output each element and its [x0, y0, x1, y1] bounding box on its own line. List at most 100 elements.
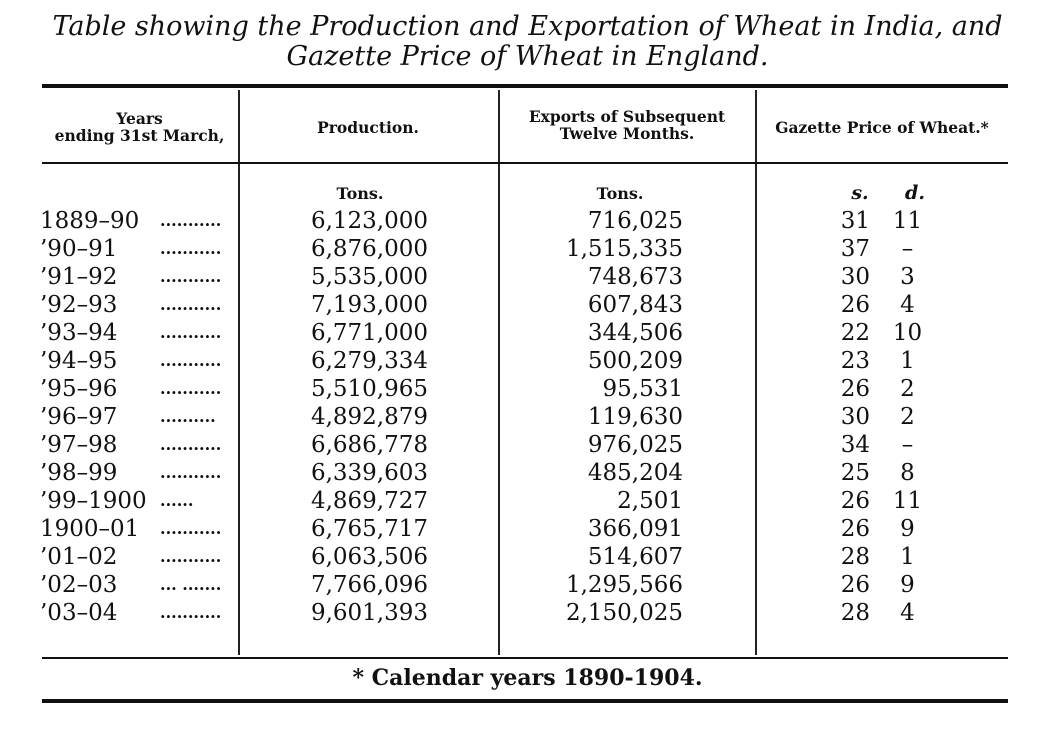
- price-pence-cell: 1: [900, 544, 915, 570]
- top-thick-rule: [42, 84, 1008, 88]
- price-pence-cell: 10: [892, 320, 923, 346]
- production-cell: 6,765,717: [310, 516, 428, 542]
- column-divider-2: [498, 90, 500, 655]
- table-row: ’95–96........... 5,510,965 95,531 26 2: [0, 375, 1055, 403]
- table-body: 1889–90........... 6,123,000 716,025 31 11’9…: [0, 207, 1055, 627]
- leader-dots: ......: [160, 491, 194, 510]
- header-exports-line-1: Exports of Subsequent: [528, 107, 726, 126]
- bottom-thick-rule: [42, 699, 1008, 703]
- leader-dots: ...........: [160, 379, 222, 398]
- exports-cell: 119,630: [587, 404, 683, 430]
- header-rule: [42, 162, 1008, 164]
- price-shillings-cell: 31: [840, 208, 870, 234]
- table-row: ’97–98........... 6,686,778 976,025 34 –: [0, 431, 1055, 459]
- bottom-rule: [42, 657, 1008, 659]
- table-row: ’96–97.......... 4,892,879 119,630 30 2: [0, 403, 1055, 431]
- price-pence-cell: 8: [900, 460, 915, 486]
- unit-production: Tons.: [336, 184, 384, 203]
- price-pence-cell: 11: [892, 488, 923, 514]
- table-row: ’94–95........... 6,279,334 500,209 23 1: [0, 347, 1055, 375]
- year-cell: ’93–94: [40, 320, 118, 346]
- unit-pence: d.: [905, 182, 925, 204]
- table-row: ’98–99........... 6,339,603 485,204 25 8: [0, 459, 1055, 487]
- price-pence-cell: 4: [900, 292, 915, 318]
- footnote: * Calendar years 1890-1904.: [352, 665, 703, 691]
- header-production: Production.: [317, 118, 419, 137]
- price-pence-cell: 4: [900, 600, 915, 626]
- price-shillings-cell: 30: [840, 404, 870, 430]
- exports-cell: 366,091: [587, 516, 683, 542]
- price-pence-cell: 9: [900, 572, 915, 598]
- leader-dots: ...........: [160, 603, 222, 622]
- leader-dots: ...........: [160, 323, 222, 342]
- price-shillings-cell: 26: [840, 516, 870, 542]
- year-cell: ’01–02: [40, 544, 118, 570]
- exports-cell: 1,515,335: [565, 236, 683, 262]
- unit-exports: Tons.: [596, 184, 644, 203]
- leader-dots: ...........: [160, 295, 222, 314]
- table-row: 1900–01........... 6,765,717 366,091 26 9: [0, 515, 1055, 543]
- year-cell: ’03–04: [40, 600, 118, 626]
- production-cell: 6,771,000: [310, 320, 428, 346]
- year-cell: ’98–99: [40, 460, 118, 486]
- header-exports: Exports of Subsequent Twelve Months.: [500, 108, 754, 142]
- header-years-line-2: ending 31st March,: [54, 126, 225, 145]
- production-cell: 7,766,096: [310, 572, 428, 598]
- leader-dots: ...........: [160, 463, 222, 482]
- production-cell: 6,123,000: [310, 208, 428, 234]
- price-shillings-cell: 37: [840, 236, 870, 262]
- price-shillings-cell: 30: [840, 264, 870, 290]
- table-row: ’90–91........... 6,876,000 1,515,335 37 –: [0, 235, 1055, 263]
- table-title-line-1: Table showing the Production and Exporta…: [52, 11, 1003, 42]
- header-gazette-price: Gazette Price of Wheat.*: [775, 118, 989, 137]
- price-shillings-cell: 28: [840, 600, 870, 626]
- price-pence-cell: 9: [900, 516, 915, 542]
- exports-cell: 344,506: [587, 320, 683, 346]
- table-row: ’92–93........... 7,193,000 607,843 26 4: [0, 291, 1055, 319]
- table-row: ’02–03 ... ....... 7,766,096 1,295,566 26 9: [0, 571, 1055, 599]
- exports-cell: 716,025: [587, 208, 683, 234]
- price-pence-cell: –: [901, 432, 914, 458]
- year-cell: ’02–03: [40, 572, 118, 598]
- production-cell: 7,193,000: [310, 292, 428, 318]
- price-shillings-cell: 25: [840, 460, 870, 486]
- price-shillings-cell: 28: [840, 544, 870, 570]
- leader-dots: ...........: [160, 351, 222, 370]
- table-row: ’91–92........... 5,535,000 748,673 30 3: [0, 263, 1055, 291]
- production-cell: 4,892,879: [310, 404, 428, 430]
- production-cell: 5,535,000: [310, 264, 428, 290]
- production-cell: 6,686,778: [310, 432, 428, 458]
- year-cell: 1889–90: [40, 208, 140, 234]
- leader-dots: ...........: [160, 435, 222, 454]
- year-cell: ’95–96: [40, 376, 118, 402]
- column-divider-1: [238, 90, 240, 655]
- exports-cell: 514,607: [587, 544, 683, 570]
- price-shillings-cell: 26: [840, 488, 870, 514]
- exports-cell: 1,295,566: [565, 572, 683, 598]
- year-cell: ’91–92: [40, 264, 118, 290]
- year-cell: ’92–93: [40, 292, 118, 318]
- price-pence-cell: –: [901, 236, 914, 262]
- exports-cell: 607,843: [587, 292, 683, 318]
- price-shillings-cell: 26: [840, 572, 870, 598]
- leader-dots: ..........: [160, 407, 216, 426]
- table-row: ’93–94........... 6,771,000 344,506 22 10: [0, 319, 1055, 347]
- production-cell: 4,869,727: [310, 488, 428, 514]
- production-cell: 5,510,965: [310, 376, 428, 402]
- year-cell: ’94–95: [40, 348, 118, 374]
- price-pence-cell: 2: [900, 376, 915, 402]
- production-cell: 6,876,000: [310, 236, 428, 262]
- price-pence-cell: 2: [900, 404, 915, 430]
- production-cell: 9,601,393: [310, 600, 428, 626]
- production-cell: 6,279,334: [310, 348, 428, 374]
- column-divider-3: [755, 90, 757, 655]
- exports-cell: 2,501: [617, 488, 683, 514]
- header-years-line-1: Years: [116, 109, 163, 128]
- price-shillings-cell: 26: [840, 376, 870, 402]
- unit-shillings: s.: [851, 182, 869, 204]
- production-cell: 6,063,506: [310, 544, 428, 570]
- table-row: 1889–90........... 6,123,000 716,025 31 11: [0, 207, 1055, 235]
- price-shillings-cell: 26: [840, 292, 870, 318]
- price-shillings-cell: 34: [840, 432, 870, 458]
- price-pence-cell: 3: [900, 264, 915, 290]
